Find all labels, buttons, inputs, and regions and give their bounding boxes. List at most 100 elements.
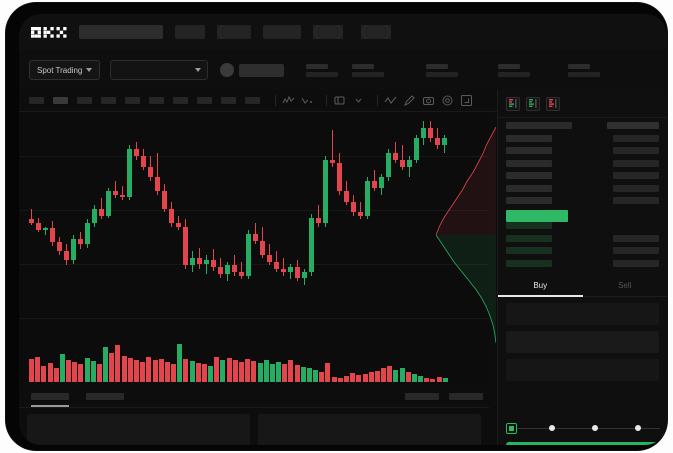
device-frame: OKX <box>6 3 667 450</box>
slider-handle[interactable] <box>506 422 517 434</box>
orderbook-row[interactable] <box>506 197 659 206</box>
order-field-2[interactable] <box>506 358 659 381</box>
orderbook-row[interactable] <box>506 147 659 156</box>
nav-item-4[interactable] <box>361 25 391 39</box>
volume-bar <box>35 357 41 382</box>
orderbook-row[interactable] <box>506 172 659 181</box>
volume-series <box>29 342 449 382</box>
orderbook-row[interactable] <box>506 159 659 169</box>
timeframe-chip-2[interactable] <box>77 97 92 104</box>
timeframe-chip-1[interactable] <box>53 97 68 104</box>
chart-style-icon[interactable] <box>352 94 365 107</box>
bottom-tab-1[interactable] <box>86 393 124 400</box>
nav-item-0[interactable] <box>175 25 205 39</box>
orderbook-row[interactable] <box>506 184 659 194</box>
volume-bar <box>47 362 53 382</box>
trading-pair-selector[interactable] <box>110 60 209 80</box>
coin-avatar <box>220 63 235 77</box>
volume-bar <box>158 358 164 382</box>
global-search-input[interactable] <box>79 25 163 39</box>
chevron-down-icon <box>86 68 93 72</box>
indicators-icon[interactable] <box>282 94 295 107</box>
slider-node-2[interactable] <box>592 425 598 431</box>
compare-icon[interactable] <box>333 94 346 107</box>
bottom-panel-1[interactable] <box>258 414 481 445</box>
volume-bar <box>411 374 417 382</box>
timeframe-chip-0[interactable] <box>29 97 44 104</box>
bottom-action-0[interactable] <box>405 393 439 400</box>
volume-bar <box>337 378 343 382</box>
depth-both-icon[interactable] <box>506 97 520 111</box>
trading-mode-selector[interactable]: Spot Trading <box>29 60 101 80</box>
orderbook-amount <box>613 234 659 242</box>
order-field-1[interactable] <box>506 330 659 353</box>
volume-bar <box>220 359 226 382</box>
volume-bar <box>66 360 72 382</box>
bottom-action-1[interactable] <box>449 393 483 400</box>
bottom-tab-0[interactable] <box>31 393 69 407</box>
nav-item-3[interactable] <box>313 25 343 39</box>
settings-gear-icon[interactable] <box>441 94 454 107</box>
order-field-0[interactable] <box>506 302 659 325</box>
orderbook-row[interactable] <box>506 209 659 222</box>
volume-bar <box>276 362 282 382</box>
volume-bar <box>41 366 47 382</box>
depth-asks-icon[interactable] <box>546 97 560 111</box>
volume-bar <box>195 362 201 382</box>
volume-bar <box>140 362 146 382</box>
slider-node-3[interactable] <box>635 425 641 431</box>
market-stat-3 <box>498 63 531 77</box>
submit-order-button[interactable] <box>506 442 661 445</box>
slider-node-1[interactable] <box>549 425 555 431</box>
orderbook-price <box>506 197 552 204</box>
volume-bar <box>59 354 65 382</box>
orderbook-row[interactable] <box>506 134 659 144</box>
drawing-tools-icon[interactable] <box>403 94 416 107</box>
volume-bar <box>239 362 244 382</box>
volume-bar <box>325 362 331 382</box>
orderbook-panel: Buy Sell <box>497 90 667 445</box>
candlestick-series <box>29 112 449 297</box>
nav-item-2[interactable] <box>263 25 301 39</box>
chart-type-icon[interactable] <box>301 94 314 107</box>
amount-slider[interactable] <box>506 420 660 436</box>
orderbook-row[interactable] <box>506 247 659 256</box>
timeframe-chip-9[interactable] <box>245 97 260 104</box>
volume-bar <box>72 362 78 382</box>
bottom-panel-0[interactable] <box>27 414 250 445</box>
volume-bar <box>257 362 263 382</box>
orderbook-row[interactable] <box>506 222 659 231</box>
volume-bar <box>152 360 158 382</box>
orderbook-amount <box>613 259 659 267</box>
volume-bar <box>418 375 424 382</box>
timeframe-chip-5[interactable] <box>149 97 164 104</box>
tab-buy[interactable]: Buy <box>498 275 583 297</box>
orderbook-amount <box>613 134 659 142</box>
orderbook-rows <box>498 117 667 269</box>
toolbar-divider <box>326 95 327 106</box>
timeframe-chip-4[interactable] <box>125 97 140 104</box>
okx-logo[interactable]: OKX <box>31 26 67 38</box>
timeframe-chip-3[interactable] <box>101 97 116 104</box>
camera-icon[interactable] <box>422 94 435 107</box>
orderbook-row[interactable] <box>506 234 659 244</box>
depth-chart-overlay <box>436 119 496 349</box>
nav-item-1[interactable] <box>217 25 251 39</box>
orderbook-row[interactable] <box>506 259 659 269</box>
orderbook-amount <box>613 159 659 167</box>
price-chart[interactable] <box>19 112 489 386</box>
orderbook-price <box>506 259 552 267</box>
fullscreen-icon[interactable] <box>460 94 473 107</box>
market-stat-0 <box>306 63 339 77</box>
volume-bar <box>436 377 442 382</box>
timeframe-chip-8[interactable] <box>221 97 236 104</box>
tab-sell[interactable]: Sell <box>618 280 632 290</box>
orderbook-amount <box>613 210 659 217</box>
timeframe-chip-6[interactable] <box>173 97 188 104</box>
orderbook-row[interactable] <box>506 122 659 131</box>
depth-bids-icon[interactable] <box>526 97 540 111</box>
line-chart-icon[interactable] <box>384 94 397 107</box>
bottom-tab-bar <box>19 386 489 408</box>
timeframe-chip-7[interactable] <box>197 97 212 104</box>
